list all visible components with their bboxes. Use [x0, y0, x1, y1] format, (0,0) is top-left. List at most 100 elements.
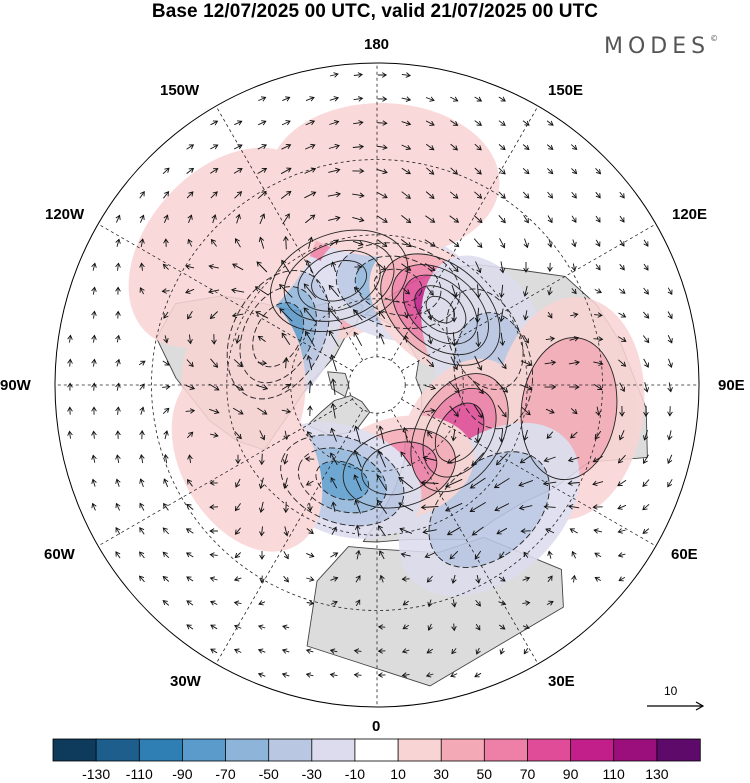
wind-vector [401, 72, 411, 78]
latitude-circle [290, 298, 464, 472]
wind-vector [547, 311, 553, 319]
colorbar-tick-label: -70 [215, 766, 236, 782]
wind-vector [187, 334, 193, 345]
wind-vector [210, 191, 218, 199]
wind-vector [378, 263, 387, 271]
wind-vector [187, 238, 193, 247]
wind-vector [306, 552, 315, 558]
wind-vector [520, 528, 531, 534]
wind-vector [447, 454, 461, 464]
wind-vector [667, 311, 673, 320]
wind-vector [547, 238, 553, 248]
wind-vector [571, 215, 577, 223]
wind-vector [232, 383, 245, 391]
wind-vector [259, 430, 266, 441]
wind-vector [401, 263, 412, 271]
wind-vector [258, 236, 265, 249]
wind-vector [569, 384, 580, 390]
wind-vector [450, 672, 458, 678]
colorbar-swatch [138, 738, 184, 762]
wind-vector [521, 406, 531, 416]
wind-vector [329, 354, 337, 372]
wind-vector [210, 624, 218, 630]
wind-vector [306, 600, 315, 606]
lon-label-150w: 150W [160, 82, 200, 99]
wind-vector [618, 312, 627, 318]
wind-vector [353, 309, 363, 321]
colorbar-tick-label: 70 [519, 766, 536, 782]
wind-vector [642, 479, 650, 488]
wind-vector [567, 456, 580, 463]
wind-vector [91, 406, 97, 415]
wind-vector [498, 428, 505, 443]
wind-vector [474, 427, 481, 443]
wind-vector [354, 524, 361, 537]
wind-vector [163, 214, 169, 223]
wind-vector [235, 213, 241, 224]
wind-vector [593, 528, 603, 534]
wind-vector [328, 284, 340, 297]
wind-vector [304, 456, 315, 462]
wind-vector [91, 358, 97, 367]
colorbar-tick-label: 130 [645, 766, 669, 782]
wind-vector [259, 575, 265, 584]
wind-vector [379, 574, 385, 583]
colorbar [52, 738, 701, 762]
wind-vector [210, 238, 217, 247]
latitude-circle [151, 159, 603, 611]
wind-vector [186, 191, 194, 199]
wind-vector [643, 263, 649, 271]
wind-vector [498, 600, 507, 606]
wind-vector [425, 191, 435, 199]
wind-vector [618, 430, 625, 441]
wind-vector [209, 408, 220, 415]
wind-vector [187, 214, 193, 223]
wind-vector [211, 214, 217, 224]
wind-vector [354, 499, 361, 514]
anomaly-contour-line [391, 264, 489, 356]
wind-vector [210, 168, 219, 174]
wind-vector [546, 600, 554, 606]
wind-vector [667, 430, 673, 441]
wind-vector [449, 191, 459, 199]
wind-vector [425, 96, 435, 102]
wind-vector [571, 263, 577, 272]
wind-vector [377, 144, 388, 150]
anomaly-band [128, 147, 321, 348]
wind-vector [259, 526, 265, 537]
wind-vector [451, 332, 458, 347]
wind-vector [520, 384, 533, 391]
wind-vector [570, 431, 578, 439]
wind-vector [305, 672, 314, 678]
wind-vector [474, 191, 483, 199]
wind-vector [568, 359, 580, 366]
wind-vector [425, 408, 436, 414]
wind-vector [594, 312, 603, 318]
wind-vector [281, 332, 291, 346]
wind-vector [163, 430, 169, 440]
wind-vector [377, 449, 387, 468]
wind-vector [667, 382, 673, 393]
wind-vector [234, 120, 243, 126]
meridian-line [390, 409, 539, 665]
wind-vector [282, 624, 290, 630]
wind-vector [377, 624, 386, 630]
wind-vector [187, 454, 193, 463]
wind-vector [473, 404, 483, 419]
wind-vector [304, 167, 317, 174]
colorbar-tick-label: 10 [390, 766, 406, 782]
wind-vector [422, 528, 437, 535]
wind-vector [399, 527, 413, 534]
wind-vector [449, 215, 460, 223]
wind-vector [305, 143, 316, 150]
wind-vector [115, 406, 121, 415]
wind-vector [424, 384, 437, 391]
wind-vector [139, 238, 145, 247]
wind-vector [619, 215, 625, 223]
colorbar-swatch [95, 738, 140, 762]
wind-vector [281, 384, 291, 390]
wind-vector [643, 382, 650, 393]
wind-vector [281, 408, 292, 414]
meridian-line [401, 398, 657, 547]
wind-vector [403, 334, 409, 343]
